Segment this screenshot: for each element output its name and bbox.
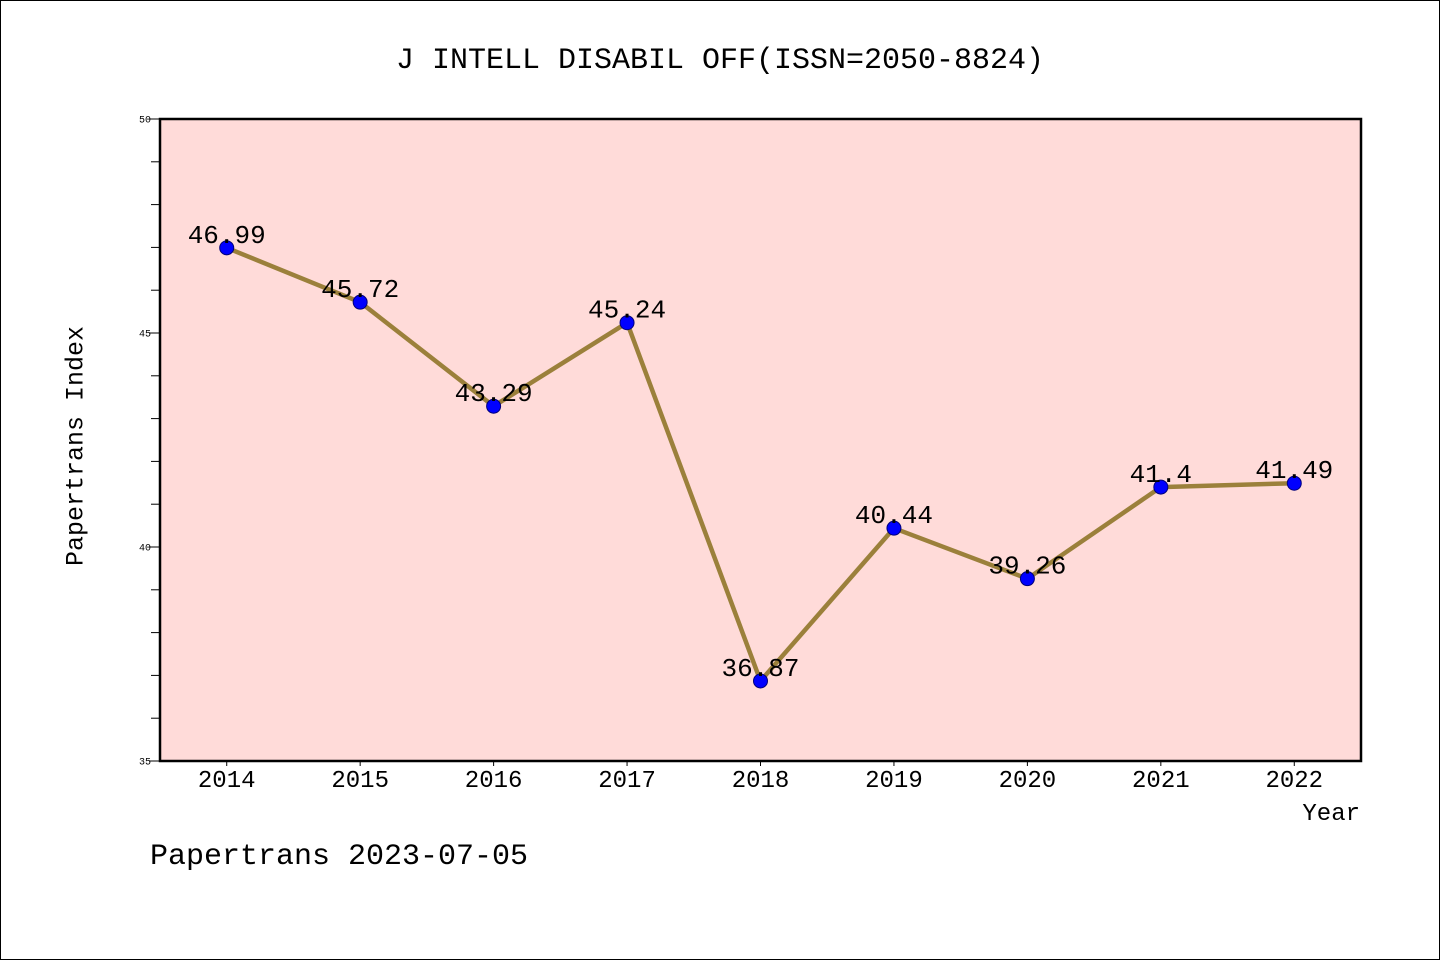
data-label: 41.4	[1130, 460, 1192, 490]
y-tick-label: 50	[139, 116, 151, 127]
x-tick-label: 2020	[999, 768, 1057, 795]
x-tick-label: 2018	[732, 768, 790, 795]
data-point	[219, 240, 235, 256]
y-tick-label: 40	[139, 544, 151, 555]
data-labels: 46.99 45.72 43.29 45.24 36.87 40.44 39.26 41.4 4…	[188, 221, 1334, 684]
data-point	[1286, 475, 1302, 491]
data-label: 41.49	[1255, 456, 1333, 486]
x-tick-label: 2016	[465, 768, 523, 795]
x-tick-label: 2014	[198, 768, 256, 795]
x-tick-label: 2017	[598, 768, 656, 795]
footer-credit: Papertrans 2023-07-05	[150, 840, 528, 874]
x-tick-label: 2022	[1265, 768, 1323, 795]
y-axis-label: Papertrans Index	[62, 326, 91, 566]
x-tick-label: 2021	[1132, 768, 1190, 795]
data-point	[886, 520, 902, 536]
x-tick-label: 2015	[331, 768, 389, 795]
data-point	[1153, 479, 1169, 495]
series-layer	[219, 240, 1302, 689]
data-point	[753, 673, 768, 689]
chart-title: J INTELL DISABIL OFF(ISSN=2050-8824)	[396, 44, 1044, 78]
data-point	[619, 315, 635, 331]
data-label: 43.29	[455, 379, 533, 409]
plot-border	[158, 117, 1363, 763]
data-label: 36.87	[721, 654, 799, 684]
x-tick-label: 2019	[865, 768, 923, 795]
data-label: 45.72	[321, 275, 399, 305]
axis-ticks: 35 40 45 50 2014 2015 2016 2017 2018 2019 2020 2021…	[139, 116, 1323, 796]
data-label: 46.99	[188, 221, 266, 251]
y-tick-label: 45	[139, 330, 151, 341]
y-tick-label: 35	[139, 758, 151, 769]
plot-area	[160, 119, 1361, 761]
data-point	[1019, 571, 1035, 587]
x-axis-label: Year	[1302, 801, 1360, 828]
data-label: 45.24	[588, 296, 666, 326]
data-point	[486, 398, 502, 414]
data-label: 39.26	[988, 552, 1066, 582]
data-label: 40.44	[855, 501, 933, 531]
data-point	[352, 294, 368, 310]
